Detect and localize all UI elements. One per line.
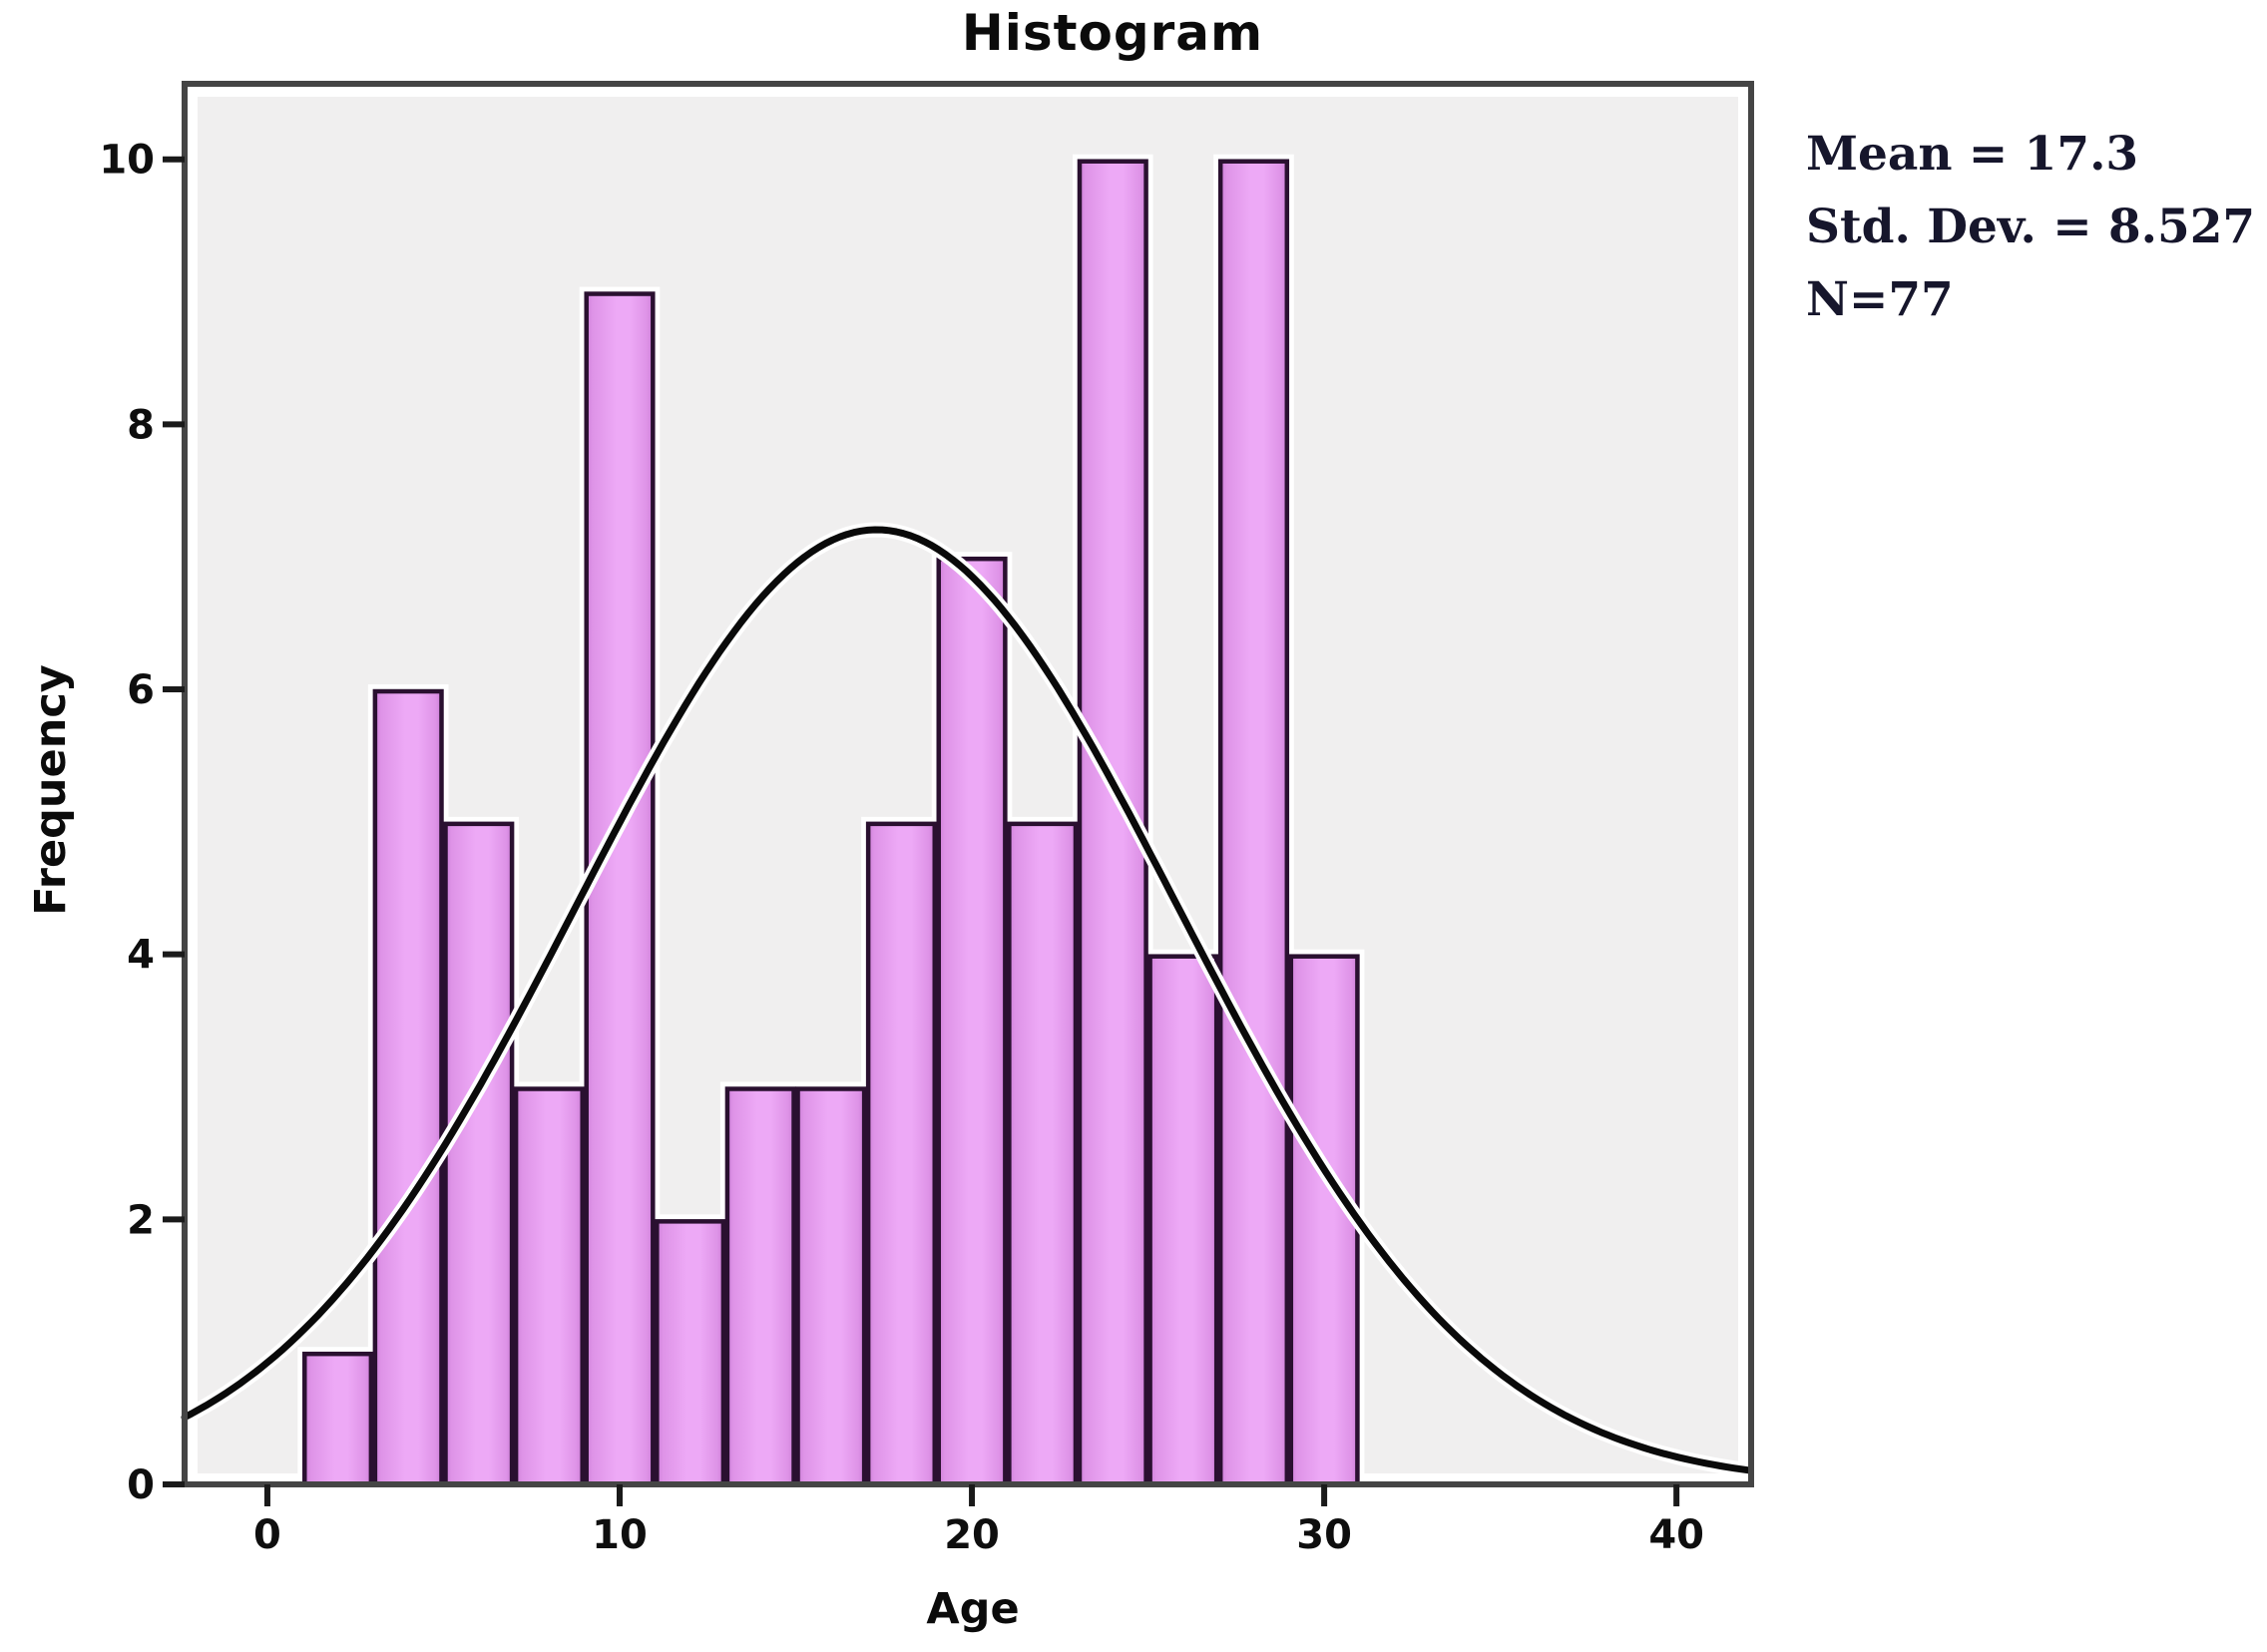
histogram-bar: [584, 291, 656, 1487]
stats-mean: Mean = 17.3: [1806, 127, 2139, 182]
plot-frame: [182, 81, 1754, 1487]
histogram-bar: [795, 1086, 867, 1487]
y-tick-label: 8: [127, 402, 155, 448]
chart-title: Histogram: [961, 4, 1264, 62]
stats-n: N=77: [1806, 272, 1954, 327]
y-tick-label: 6: [127, 667, 155, 713]
y-tick-label: 10: [99, 138, 155, 184]
histogram-bar: [724, 1086, 796, 1487]
x-tick-label: 30: [1296, 1512, 1352, 1558]
histogram-bar: [302, 1351, 374, 1487]
histogram-bar: [1007, 821, 1079, 1487]
histogram-bar: [1217, 159, 1290, 1487]
stats-std-dev: Std. Dev. = 8.527: [1806, 200, 2256, 254]
histogram-bar: [443, 821, 515, 1487]
y-tick-label: 2: [127, 1197, 155, 1243]
x-axis-title: Age: [926, 1584, 1020, 1634]
x-tick-label: 20: [944, 1512, 1000, 1558]
normal-curve: [181, 526, 1752, 1474]
histogram-bar: [936, 556, 1008, 1487]
histogram-bar: [865, 821, 938, 1487]
y-tick-label: 4: [127, 933, 155, 979]
stats-box: Mean = 17.3 Std. Dev. = 8.527 N=77: [1806, 118, 2255, 336]
y-tick-label: 0: [127, 1462, 155, 1508]
histogram-bar: [1288, 954, 1360, 1487]
x-tick-label: 10: [592, 1512, 648, 1558]
histogram-bar: [1147, 954, 1219, 1487]
histogram-bar: [513, 1086, 585, 1487]
x-tick-label: 0: [253, 1512, 281, 1558]
histogram-bar: [372, 688, 444, 1487]
x-tick-label: 40: [1648, 1512, 1704, 1558]
histogram-bar: [655, 1219, 726, 1487]
